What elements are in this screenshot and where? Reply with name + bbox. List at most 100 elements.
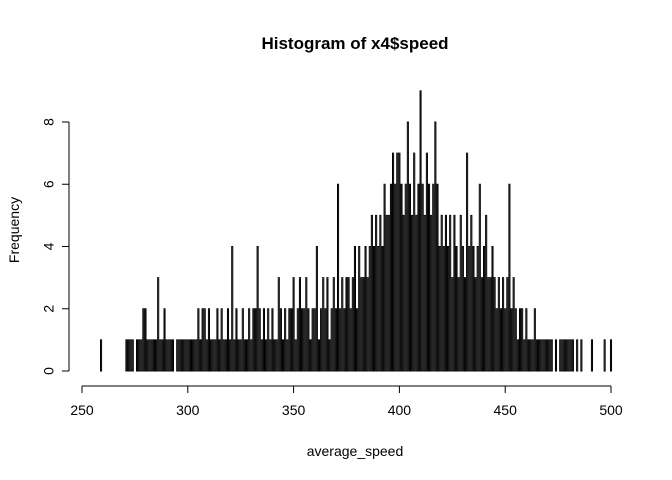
histogram-bar	[438, 246, 441, 372]
histogram-bar	[265, 339, 268, 372]
histogram-bar	[489, 277, 492, 372]
histogram-bar	[191, 339, 194, 372]
histogram-bar	[402, 214, 405, 372]
histogram-bar	[281, 339, 285, 372]
histogram-bar	[567, 339, 570, 372]
histogram-bar	[514, 308, 517, 372]
histogram-bar	[161, 339, 164, 372]
histogram-bar	[309, 339, 312, 372]
histogram-bar	[303, 308, 306, 372]
histogram-bar	[396, 152, 399, 372]
histogram-bar	[125, 339, 128, 372]
histogram-bar	[254, 308, 257, 372]
histogram-bar	[463, 277, 467, 372]
histogram-bar	[548, 339, 551, 372]
histogram-bar	[372, 246, 376, 372]
histogram-bar	[294, 339, 297, 372]
histogram-bar	[186, 339, 189, 372]
histogram-bar	[366, 277, 369, 372]
histogram-bar	[144, 308, 147, 372]
histogram-bar	[565, 339, 568, 372]
histogram-bar	[311, 308, 314, 372]
histogram-bar	[518, 308, 522, 372]
histogram-bar	[220, 308, 223, 372]
histogram-bar	[449, 214, 452, 372]
histogram-bar	[387, 214, 390, 372]
histogram-bar	[535, 339, 538, 372]
histogram-bar	[292, 277, 295, 372]
histogram-bar	[258, 308, 261, 372]
histogram-bar	[140, 339, 143, 372]
histogram-bar	[398, 152, 401, 372]
histogram-bar	[273, 339, 276, 372]
histogram-bar	[178, 339, 181, 372]
histogram-bar	[516, 339, 519, 372]
histogram-bar	[332, 277, 335, 372]
histogram-bar	[531, 339, 534, 372]
histogram-bar	[307, 308, 310, 372]
histogram-bar	[252, 308, 255, 372]
histogram-bar	[444, 214, 447, 372]
histogram-bar	[343, 308, 346, 372]
histogram-bar	[408, 183, 412, 372]
histogram-bar	[415, 214, 418, 372]
histogram-bar	[538, 339, 541, 372]
histogram-bar	[466, 152, 469, 372]
histogram-bar	[351, 277, 354, 372]
histogram-bar	[195, 339, 198, 372]
histogram-bar	[193, 339, 196, 372]
histogram-bar	[334, 308, 337, 372]
histogram-bar	[421, 183, 424, 372]
histogram-bar	[502, 277, 505, 372]
histogram-bar	[322, 277, 325, 372]
histogram-bar	[554, 339, 558, 372]
histogram-bar	[345, 277, 348, 372]
histogram-bar	[152, 339, 155, 372]
histogram-bar	[301, 308, 304, 372]
histogram-bar	[146, 339, 149, 372]
histogram-bar	[337, 183, 340, 372]
histogram-bar	[440, 214, 443, 372]
histogram-bar	[550, 339, 553, 372]
histogram-bar	[432, 183, 435, 372]
histogram-bar	[358, 246, 361, 372]
histogram-bar	[430, 214, 433, 372]
histogram-bar	[428, 183, 431, 372]
histogram-bar	[472, 246, 475, 372]
histogram-bar	[226, 308, 230, 372]
histogram-bar	[296, 308, 299, 372]
histogram-bar	[442, 246, 445, 372]
histogram-bar	[188, 339, 191, 372]
histogram-bar	[233, 339, 236, 372]
histogram-bar	[214, 339, 217, 372]
histogram-bar	[400, 183, 403, 372]
histogram-bar	[159, 339, 162, 372]
histogram-bar	[267, 308, 270, 372]
histogram-bar	[470, 214, 473, 372]
histogram-bar	[375, 214, 378, 372]
histogram-bar	[491, 246, 494, 372]
histogram-bar	[275, 339, 278, 372]
histogram-bar	[394, 183, 397, 372]
histogram-bar	[284, 308, 287, 372]
histogram-bar	[559, 339, 562, 372]
histogram-bar	[447, 246, 450, 372]
histogram-bar	[468, 246, 471, 372]
histogram-bar	[216, 308, 219, 372]
histogram-bar	[406, 121, 409, 372]
histogram-bar	[609, 339, 613, 372]
histogram-bar	[508, 183, 511, 372]
histogram-bar	[423, 214, 426, 372]
histogram-bar	[525, 308, 528, 372]
histogram-bar	[389, 183, 392, 372]
histogram-bar	[305, 277, 308, 372]
histogram-bar	[455, 246, 458, 372]
histogram-bar	[148, 339, 151, 372]
histogram-bar	[540, 339, 543, 372]
histogram-bar	[360, 277, 363, 372]
histogram-bar	[150, 339, 153, 372]
histogram-bar	[224, 339, 227, 372]
histogram-bar	[523, 339, 526, 372]
histogram-bar	[506, 277, 509, 372]
histogram-bar	[182, 339, 185, 372]
